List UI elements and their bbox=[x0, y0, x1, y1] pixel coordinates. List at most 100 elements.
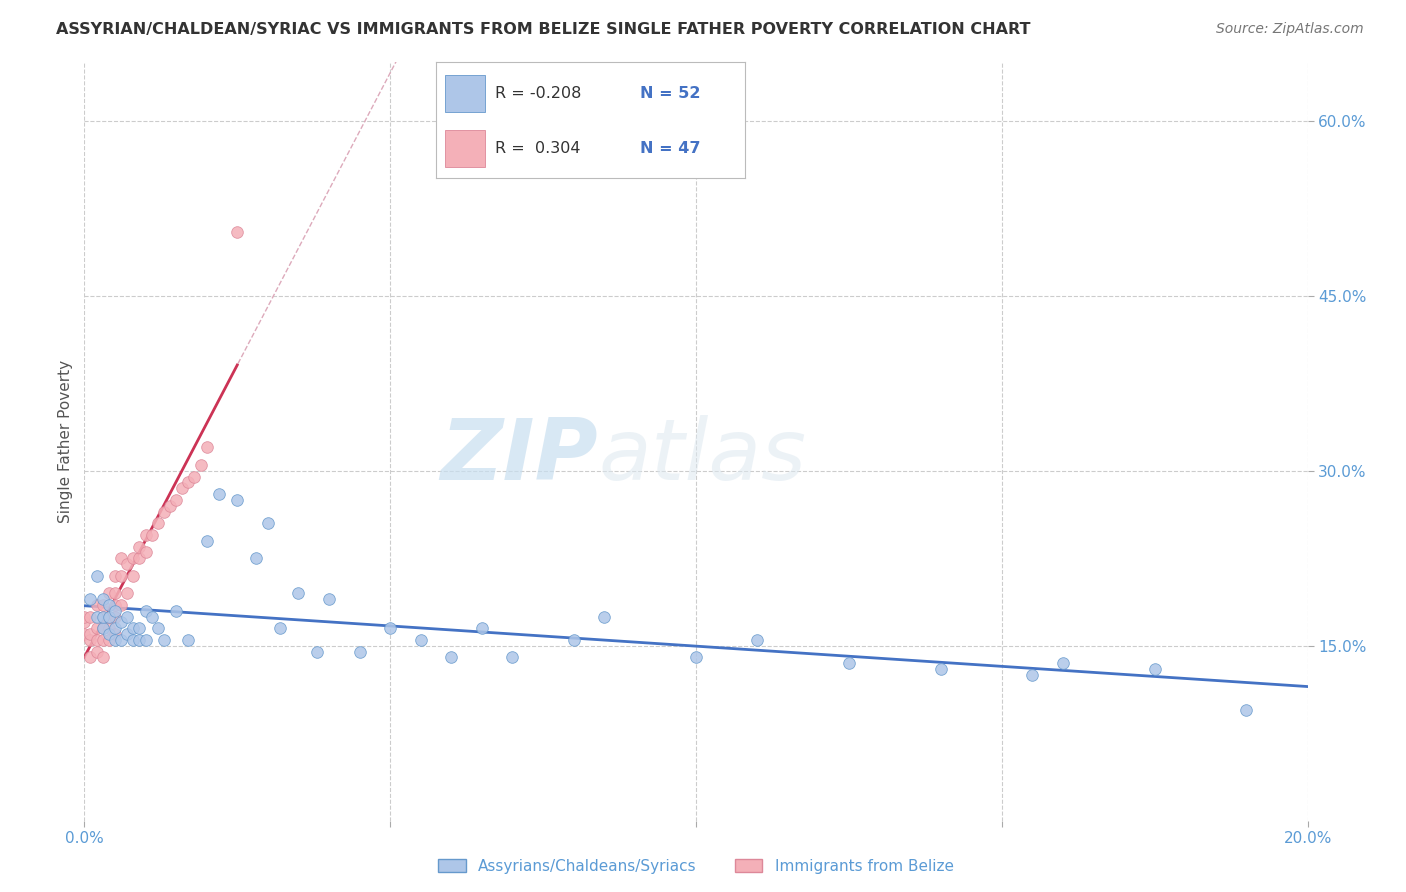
Point bbox=[86, 632, 108, 647]
Point bbox=[97, 627, 120, 641]
Text: atlas: atlas bbox=[598, 415, 806, 499]
Point bbox=[269, 621, 291, 635]
Point bbox=[79, 609, 101, 624]
Point bbox=[929, 662, 952, 676]
Point bbox=[1236, 703, 1258, 717]
Point bbox=[110, 632, 132, 647]
Point bbox=[91, 621, 114, 635]
Point bbox=[135, 632, 157, 647]
Point bbox=[104, 598, 127, 612]
Point bbox=[104, 568, 127, 582]
Point bbox=[349, 644, 371, 658]
Point bbox=[86, 609, 108, 624]
Point bbox=[86, 568, 108, 582]
Text: R = -0.208: R = -0.208 bbox=[495, 87, 581, 102]
Point bbox=[122, 621, 145, 635]
Point bbox=[1143, 662, 1166, 676]
Point bbox=[409, 632, 432, 647]
Point bbox=[122, 632, 145, 647]
Point bbox=[318, 592, 340, 607]
Point bbox=[440, 650, 463, 665]
Point bbox=[153, 632, 176, 647]
Point bbox=[257, 516, 280, 531]
Point bbox=[79, 592, 101, 607]
Point bbox=[86, 598, 108, 612]
Point bbox=[747, 632, 769, 647]
Point bbox=[177, 475, 200, 490]
Point bbox=[91, 650, 114, 665]
Point bbox=[562, 632, 585, 647]
Point bbox=[128, 551, 150, 566]
Point bbox=[122, 568, 145, 582]
Point bbox=[685, 650, 707, 665]
Point bbox=[195, 441, 218, 455]
Point bbox=[128, 632, 150, 647]
Point bbox=[97, 609, 120, 624]
Point bbox=[165, 604, 187, 618]
Point bbox=[104, 621, 127, 635]
Point bbox=[838, 656, 860, 670]
Point bbox=[79, 627, 101, 641]
Legend: Assyrians/Chaldeans/Syriacs, Immigrants from Belize: Assyrians/Chaldeans/Syriacs, Immigrants … bbox=[430, 851, 962, 881]
Point bbox=[141, 609, 163, 624]
Point bbox=[79, 632, 101, 647]
Point bbox=[141, 528, 163, 542]
Point bbox=[128, 621, 150, 635]
Point bbox=[73, 627, 96, 641]
Text: Source: ZipAtlas.com: Source: ZipAtlas.com bbox=[1216, 22, 1364, 37]
Point bbox=[91, 609, 114, 624]
Point bbox=[91, 632, 114, 647]
Point bbox=[73, 609, 96, 624]
Point bbox=[115, 557, 138, 571]
Point bbox=[97, 598, 120, 612]
Text: N = 52: N = 52 bbox=[640, 87, 700, 102]
Point bbox=[1052, 656, 1074, 670]
Point bbox=[165, 492, 187, 507]
Point bbox=[115, 609, 138, 624]
Y-axis label: Single Father Poverty: Single Father Poverty bbox=[58, 360, 73, 523]
Point bbox=[1021, 668, 1043, 682]
Point bbox=[115, 627, 138, 641]
Point bbox=[73, 615, 96, 630]
Point bbox=[91, 621, 114, 635]
Point bbox=[86, 644, 108, 658]
Point bbox=[122, 551, 145, 566]
Point bbox=[97, 609, 120, 624]
Point bbox=[104, 609, 127, 624]
Point bbox=[380, 621, 402, 635]
Point bbox=[208, 487, 231, 501]
Point bbox=[97, 621, 120, 635]
Point bbox=[135, 604, 157, 618]
Point bbox=[97, 586, 120, 600]
Point bbox=[226, 492, 249, 507]
Point bbox=[502, 650, 524, 665]
Point bbox=[91, 609, 114, 624]
Point bbox=[110, 551, 132, 566]
Text: ZIP: ZIP bbox=[440, 415, 598, 499]
Point bbox=[104, 627, 127, 641]
Point bbox=[177, 632, 200, 647]
Point bbox=[593, 609, 616, 624]
Point bbox=[159, 499, 181, 513]
Text: N = 47: N = 47 bbox=[640, 141, 700, 156]
Point bbox=[146, 516, 169, 531]
Point bbox=[471, 621, 494, 635]
Point bbox=[305, 644, 328, 658]
Point bbox=[183, 469, 205, 483]
Point bbox=[135, 545, 157, 559]
Point bbox=[86, 621, 108, 635]
Point bbox=[245, 551, 267, 566]
Point bbox=[153, 504, 176, 518]
Point bbox=[135, 528, 157, 542]
Point bbox=[110, 568, 132, 582]
Point bbox=[146, 621, 169, 635]
Point bbox=[79, 650, 101, 665]
Text: R =  0.304: R = 0.304 bbox=[495, 141, 581, 156]
Point bbox=[97, 632, 120, 647]
Point bbox=[110, 598, 132, 612]
Point bbox=[115, 586, 138, 600]
Point bbox=[190, 458, 212, 472]
Point bbox=[128, 540, 150, 554]
Text: ASSYRIAN/CHALDEAN/SYRIAC VS IMMIGRANTS FROM BELIZE SINGLE FATHER POVERTY CORRELA: ASSYRIAN/CHALDEAN/SYRIAC VS IMMIGRANTS F… bbox=[56, 22, 1031, 37]
Point bbox=[172, 481, 194, 495]
